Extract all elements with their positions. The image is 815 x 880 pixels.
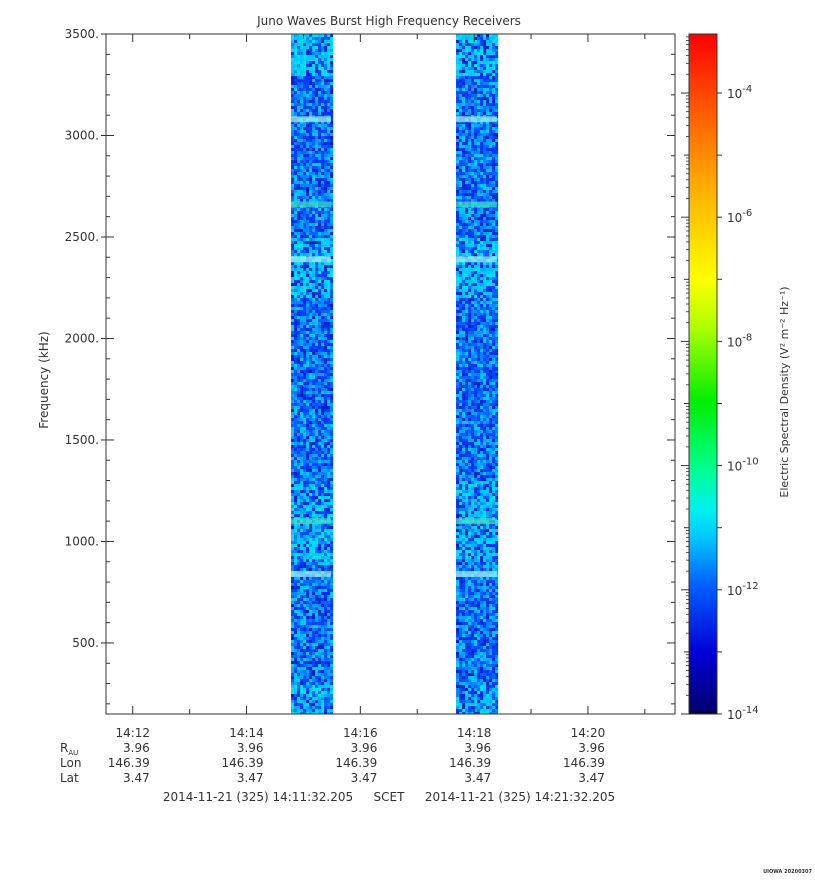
ephemeris-value: 146.39 [108,756,150,770]
chart-title: Juno Waves Burst High Frequency Receiver… [256,14,521,28]
x-tick-label: 14:14 [229,726,264,740]
bright-band-2-4 [456,518,497,525]
bright-band-1-4 [291,518,331,525]
colorbar-tick-label: 10-14 [727,705,759,722]
colorbar-axis: 10-4 10-6 10-8 10-10 10-12 10-14 [681,36,759,722]
bright-band-2-3 [456,256,497,263]
x-tick-label: 14:18 [457,726,492,740]
x-axis: 14:12 14:14 14:16 14:18 14:20 [115,34,646,740]
ephemeris-value: 3.47 [123,771,150,785]
bright-band-2-5 [456,570,497,577]
colorbar-tick-label: 10-6 [727,208,752,225]
ephemeris-value: 3.47 [464,771,491,785]
ephemeris-value: 146.39 [222,756,264,770]
ephemeris-value: 146.39 [335,756,377,770]
data-interval-2 [456,34,499,714]
ephemeris-value: 3.96 [578,741,605,755]
bright-band-1-2 [291,201,331,208]
colorbar [688,33,718,715]
data-interval-1 [291,34,334,714]
bright-band-1-3 [291,256,331,263]
credit-text: UIOWA 20200307 [763,869,812,875]
y-tick-label: 2500. [65,230,99,244]
ephemeris-value: 3.96 [351,741,378,755]
time-range-label: SCET [374,790,406,804]
y-tick-label: 2000. [65,331,99,345]
ephemeris-row-label: Lon [60,756,81,770]
ephemeris-row-label: Lat [60,771,79,785]
x-tick-label: 14:20 [571,726,606,740]
y-tick-label: 3500. [65,27,99,41]
x-tick-label: 14:16 [343,726,378,740]
y-tick-label: 500. [72,636,99,650]
x-tick-label: 14:12 [115,726,150,740]
ephemeris-value: 146.39 [563,756,605,770]
ephemeris-value: 3.47 [237,771,264,785]
bright-band-2-1 [456,116,497,123]
plot-frame [105,33,676,715]
ephemeris-value: 3.96 [237,741,264,755]
y-axis: 3500. 3000. 2500. 2000. 1500. 1000. 500. [65,27,675,705]
ephemeris-value: 3.47 [351,771,378,785]
ephemeris-value: 3.47 [578,771,605,785]
colorbar-tick-label: 10-10 [727,457,759,474]
ephemeris-value: 146.39 [449,756,491,770]
y-tick-label: 1000. [65,534,99,548]
colorbar-tick-label: 10-12 [727,581,759,598]
time-range-start: 2014-11-21 (325) 14:11:32.205 [163,790,353,804]
spectrogram-data [291,34,499,714]
bright-band-1-1 [291,116,331,123]
y-tick-label: 3000. [65,128,99,142]
ephemeris-value: 3.96 [123,741,150,755]
ephemeris-row-label: RAU [60,741,78,757]
y-tick-label: 1500. [65,433,99,447]
colorbar-label: Electric Spectral Density (V² m⁻² Hz⁻¹) [778,286,791,497]
ephemeris-value: 3.96 [464,741,491,755]
y-axis-label: Frequency (kHz) [37,331,51,428]
colorbar-tick-label: 10-4 [727,84,752,101]
bright-band-1-5 [291,570,331,577]
colorbar-tick-label: 10-8 [727,332,752,349]
ephemeris-table: RAU 3.96 3.96 3.96 3.96 3.96 Lon 146.39 146.39 14… [60,741,605,785]
time-range-end: 2014-11-21 (325) 14:21:32.205 [425,790,615,804]
bright-band-2-2 [456,201,497,208]
